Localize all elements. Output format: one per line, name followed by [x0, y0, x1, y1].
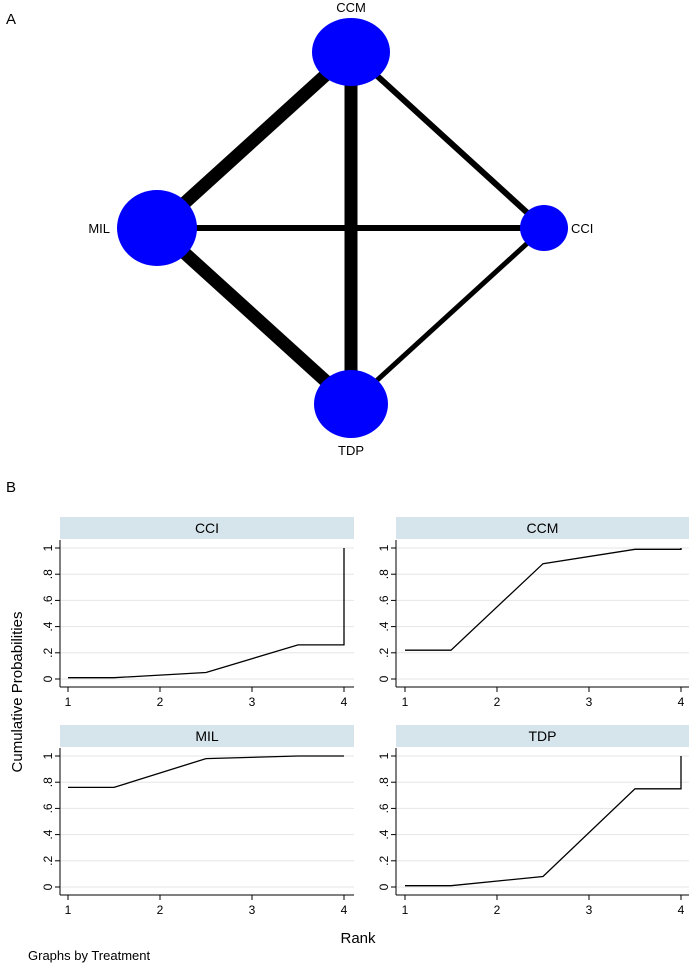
- panel-a-letter: A: [6, 11, 16, 28]
- edge-cci-tdp: [349, 226, 546, 406]
- y-tick-label: .2: [41, 647, 55, 657]
- strip-cci: [60, 517, 354, 539]
- y-tick-label: 0: [41, 675, 55, 682]
- strip-title-ccm: CCM: [527, 520, 559, 536]
- y-tick-label: 1: [41, 544, 55, 551]
- y-tick-label: .6: [41, 595, 55, 605]
- x-tick-label: 4: [678, 903, 685, 917]
- node-mil: [117, 190, 197, 266]
- edge-mil-tdp: [152, 223, 356, 409]
- edge-ccm-cci: [348, 49, 547, 231]
- x-tick-label: 3: [586, 695, 593, 709]
- node-label-cci: CCI: [571, 221, 593, 236]
- x-tick-label: 1: [65, 695, 72, 709]
- facet-cci: CCI 0 .2 .4 .6 .8 1 1 2 3 4: [41, 517, 354, 709]
- y-tick-label: .2: [377, 647, 391, 657]
- rank-probability-plots: B CCI 0 .2 .4 .6 .8 1 1 2 3 4 CCM 0 .2 .4 .6 .8 1 1 2 3 4 MIL 0…: [6, 479, 689, 963]
- y-tick-label: .8: [377, 569, 391, 579]
- network-plot: A CCM MIL CCI TDP: [6, 0, 593, 458]
- panel-b-letter: B: [6, 479, 16, 496]
- x-tick-label: 4: [341, 695, 348, 709]
- x-tick-label: 3: [249, 903, 256, 917]
- strip-title-tdp: TDP: [529, 728, 557, 744]
- series-line-cci: [68, 548, 345, 679]
- y-tick-label: .4: [377, 829, 391, 839]
- x-tick-label: 3: [586, 903, 593, 917]
- x-tick-label: 2: [157, 903, 164, 917]
- strip-ccm: [396, 517, 689, 539]
- y-tick-label: 1: [41, 752, 55, 759]
- x-tick-label: 4: [341, 903, 348, 917]
- strip-title-cci: CCI: [195, 520, 219, 536]
- y-tick-label: .8: [41, 569, 55, 579]
- strip-mil: [60, 725, 354, 747]
- y-tick-label: 0: [377, 675, 391, 682]
- node-label-mil: MIL: [88, 221, 110, 236]
- facet-ccm: CCM 0 .2 .4 .6 .8 1 1 2 3 4: [377, 517, 689, 709]
- y-tick-label: .6: [41, 803, 55, 813]
- x-tick-label: 1: [402, 695, 409, 709]
- x-tick-label: 1: [65, 903, 72, 917]
- y-tick-label: .2: [377, 855, 391, 865]
- facet-panels: CCI 0 .2 .4 .6 .8 1 1 2 3 4 CCM 0 .2 .4 .6 .8 1 1 2 3 4 MIL 0 .2…: [41, 517, 689, 917]
- x-tick-label: 3: [249, 695, 256, 709]
- y-tick-label: .4: [41, 829, 55, 839]
- x-tick-label: 2: [494, 903, 501, 917]
- y-tick-label: 1: [377, 752, 391, 759]
- series-line-tdp: [405, 756, 682, 887]
- y-tick-label: .8: [41, 777, 55, 787]
- y-tick-label: 0: [41, 883, 55, 890]
- network-nodes: [117, 18, 568, 438]
- strip-title-mil: MIL: [195, 728, 219, 744]
- network-edges: [152, 47, 547, 409]
- y-tick-label: 0: [377, 883, 391, 890]
- node-label-ccm: CCM: [336, 0, 366, 15]
- series-line-mil: [68, 755, 344, 789]
- y-tick-label: .6: [377, 595, 391, 605]
- x-tick-label: 2: [494, 695, 501, 709]
- node-ccm: [312, 18, 390, 86]
- y-tick-label: .4: [377, 621, 391, 631]
- y-tick-label: 1: [377, 544, 391, 551]
- x-axis-title: Rank: [340, 930, 376, 947]
- x-tick-label: 2: [157, 695, 164, 709]
- series-line-ccm: [405, 548, 682, 651]
- edge-ccm-mil: [152, 47, 356, 233]
- y-tick-label: .4: [41, 621, 55, 631]
- strip-tdp: [396, 725, 689, 747]
- y-tick-label: .8: [377, 777, 391, 787]
- network-node-labels: CCM MIL CCI TDP: [88, 0, 593, 458]
- x-tick-label: 1: [402, 903, 409, 917]
- y-axis-title: Cumulative Probabilities: [9, 612, 26, 773]
- y-tick-label: .6: [377, 803, 391, 813]
- graphs-by-note: Graphs by Treatment: [28, 948, 150, 963]
- node-cci: [520, 205, 568, 251]
- node-tdp: [314, 370, 388, 438]
- node-label-tdp: TDP: [338, 443, 364, 458]
- y-tick-label: .2: [41, 855, 55, 865]
- facet-tdp: TDP 0 .2 .4 .6 .8 1 1 2 3 4: [377, 725, 689, 917]
- x-tick-label: 4: [678, 695, 685, 709]
- facet-mil: MIL 0 .2 .4 .6 .8 1 1 2 3 4: [41, 725, 354, 917]
